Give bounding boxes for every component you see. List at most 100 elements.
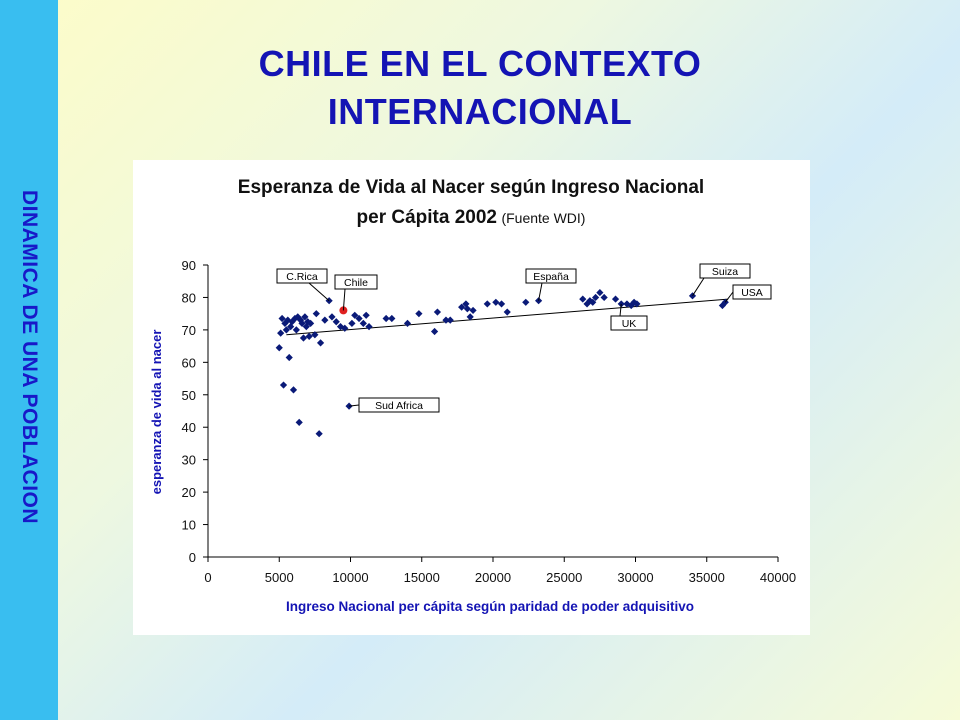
data-point	[600, 293, 608, 302]
slide-title-line-1: CHILE EN EL CONTEXTO	[258, 43, 702, 84]
data-point	[311, 331, 319, 339]
data-point	[469, 306, 477, 315]
data-point	[579, 295, 587, 303]
data-point	[321, 316, 329, 324]
callout-label: C.Rica	[286, 271, 318, 283]
data-point	[285, 353, 293, 362]
y-tick-label: 60	[182, 355, 196, 370]
x-tick-label: 15000	[404, 570, 440, 585]
data-point	[279, 381, 288, 389]
callout-box	[276, 268, 328, 284]
data-point	[365, 323, 373, 331]
data-point	[299, 334, 308, 342]
callout-pointer	[349, 404, 360, 407]
data-point	[458, 303, 466, 311]
data-point	[304, 318, 312, 326]
scatter-chart: Esperanza de Vida al Nacer según Ingreso…	[149, 177, 796, 614]
data-point	[592, 293, 600, 302]
y-axis-label: esperanza de vida al nacer	[149, 330, 164, 495]
data-point	[415, 310, 423, 318]
data-point	[312, 310, 320, 318]
slide-title-line-2: INTERNACIONAL	[327, 91, 633, 132]
data-point	[328, 313, 336, 321]
data-point	[627, 301, 635, 310]
x-tick-label: 20000	[475, 570, 511, 585]
data-point	[633, 300, 641, 308]
callout-label: UK	[622, 318, 637, 330]
x-tick-label: 0	[204, 570, 211, 585]
y-tick-label: 40	[182, 420, 196, 435]
data-point	[362, 311, 370, 319]
data-point	[492, 298, 500, 306]
callout-box	[699, 263, 751, 279]
callout-pointer	[692, 277, 705, 297]
x-tick-label: 5000	[265, 570, 294, 585]
data-point	[583, 300, 591, 308]
data-point	[430, 327, 439, 336]
slide-title: CHILE EN EL CONTEXTO INTERNACIONAL	[130, 40, 830, 136]
data-point	[355, 314, 363, 323]
callout-pointer	[342, 288, 346, 311]
data-point	[305, 332, 313, 340]
data-point	[433, 308, 442, 316]
data-point	[332, 318, 340, 326]
callout-pointer	[308, 282, 330, 302]
trend-line	[286, 298, 729, 336]
chart-title-source: (Fuente WDI)	[501, 210, 585, 226]
data-point	[316, 339, 325, 347]
callout-box	[732, 284, 772, 300]
y-tick-label: 10	[182, 518, 196, 533]
y-tick-label: 70	[182, 323, 196, 338]
chart-panel: Esperanza de Vida al Nacer según Ingreso…	[133, 160, 810, 635]
x-tick-label: 10000	[332, 570, 368, 585]
x-tick-label: 35000	[689, 570, 725, 585]
callout-box	[610, 315, 648, 331]
callout-pointer	[619, 303, 622, 317]
x-tick-label: 40000	[760, 570, 796, 585]
callout-label: España	[533, 271, 569, 283]
data-point	[522, 298, 530, 306]
y-tick-label: 80	[182, 290, 196, 305]
data-point	[630, 298, 638, 306]
callout-pointer	[538, 282, 543, 301]
data-point	[503, 308, 511, 316]
data-point	[718, 301, 727, 310]
callout-box	[358, 397, 440, 413]
y-tick-label: 0	[189, 550, 196, 565]
data-point	[282, 326, 290, 334]
data-point	[483, 300, 491, 308]
data-point	[497, 300, 506, 308]
callout-box	[334, 274, 378, 290]
data-point	[382, 314, 390, 323]
chart-title-line-1: Esperanza de Vida al Nacer según Ingreso…	[238, 177, 704, 198]
chart-title-line-2: per Cápita 2002 (Fuente WDI)	[357, 207, 586, 228]
data-point	[388, 314, 396, 323]
data-point	[611, 295, 620, 303]
data-point	[359, 319, 367, 327]
data-point	[463, 305, 471, 313]
data-point	[291, 314, 299, 323]
callout-label: Suiza	[712, 266, 738, 278]
callout-label: Sud Africa	[375, 400, 423, 412]
data-point	[341, 324, 349, 332]
sidebar-band: DINAMICA DE UNA POBLACION	[0, 0, 58, 720]
data-point	[403, 319, 412, 327]
data-point	[348, 319, 356, 327]
data-point	[688, 292, 697, 300]
data-point	[292, 326, 300, 334]
sidebar-title: DINAMICA DE UNA POBLACION	[18, 189, 41, 525]
x-tick-label: 25000	[546, 570, 582, 585]
data-point	[289, 386, 298, 394]
x-axis-label: Ingreso Nacional per cápita según parida…	[286, 599, 694, 614]
callout-box	[525, 268, 577, 284]
data-point	[277, 329, 285, 337]
chart-title-main: per Cápita 2002	[357, 207, 497, 228]
callout-label: Chile	[344, 277, 368, 289]
callout-pointer	[724, 291, 734, 303]
y-tick-label: 50	[182, 388, 196, 403]
callout-label: USA	[741, 287, 763, 299]
y-tick-label: 20	[182, 485, 196, 500]
data-point	[446, 316, 454, 324]
data-point	[295, 418, 303, 426]
data-point	[442, 316, 450, 324]
